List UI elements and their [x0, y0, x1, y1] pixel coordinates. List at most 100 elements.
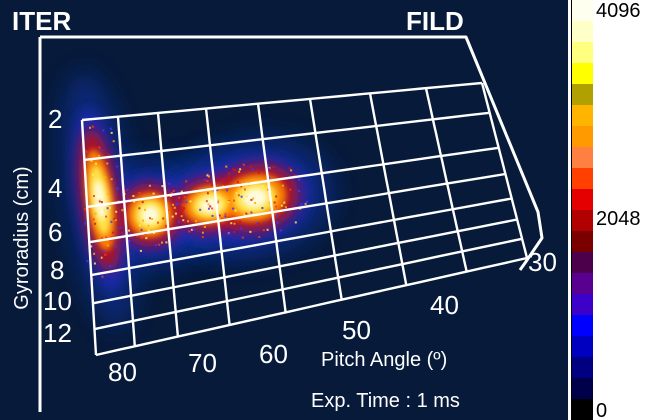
speckle-162	[85, 150, 88, 153]
speckle-16	[207, 207, 210, 210]
speckle-201	[114, 245, 117, 248]
speckle-83	[276, 214, 278, 217]
speckle-73	[268, 167, 270, 170]
speckle-55	[95, 162, 97, 165]
speckle-70	[169, 225, 172, 228]
pitch-line-6	[368, 93, 408, 286]
speckle-190	[100, 148, 103, 151]
speckle-86	[91, 173, 94, 176]
speckle-94	[268, 201, 271, 204]
speckle-37	[232, 207, 235, 210]
speckle-138	[189, 200, 192, 203]
speckle-200	[205, 200, 208, 203]
speckle-72	[101, 275, 104, 278]
colorbar-mid-label: 2048	[596, 208, 641, 230]
pitch-tick-70: 70	[188, 348, 217, 378]
speckle-9	[139, 249, 142, 252]
speckle-230	[158, 243, 161, 246]
speckle-233	[250, 211, 253, 214]
speckle-205	[276, 221, 279, 224]
speckle-191	[94, 212, 97, 215]
speckle-165	[206, 192, 209, 195]
speckle-252	[86, 260, 89, 263]
speckle-146	[240, 195, 243, 198]
gyroradius-tick-6: 6	[48, 217, 63, 247]
speckle-182	[181, 209, 184, 212]
colorbar-max-label: 4096	[596, 0, 641, 22]
speckle-240	[250, 165, 253, 168]
scintillator-frame: ITER FILD Gyroradius (cm) 2 4 6 8 10 12 …	[0, 0, 568, 420]
speckle-130	[90, 159, 93, 162]
speckle-259	[107, 153, 110, 156]
speckle-176	[104, 210, 107, 213]
speckle-186	[207, 203, 210, 206]
speckle-220	[211, 207, 214, 210]
speckle-104	[157, 221, 159, 224]
speckle-198	[203, 226, 206, 228]
gyroradius-tick-10: 10	[43, 286, 72, 316]
speckle-48	[97, 154, 100, 157]
gyroradius-line-5	[92, 218, 518, 305]
speckle-79	[109, 239, 112, 242]
pitch-line-4	[256, 103, 287, 313]
speckle-206	[116, 165, 119, 168]
speckle-145	[225, 165, 228, 168]
pitch-line-5	[308, 98, 343, 300]
speckle-45	[165, 241, 168, 244]
speckle-29	[98, 200, 101, 203]
speckle-251	[94, 222, 97, 225]
speckle-222	[251, 168, 254, 171]
speckle-91	[211, 214, 214, 217]
speckle-202	[172, 190, 175, 192]
pitch-line-1	[116, 116, 136, 347]
speckle-247	[227, 177, 230, 179]
speckle-179	[222, 194, 225, 197]
speckle-106	[100, 201, 103, 204]
speckle-28	[258, 222, 260, 225]
speckle-44	[289, 188, 292, 191]
speckle-4	[244, 213, 247, 216]
signal-blob-3-layer-5	[242, 188, 268, 208]
speckle-115	[201, 231, 204, 234]
gyroradius-tick-8: 8	[50, 255, 65, 285]
speckle-109	[266, 228, 269, 231]
speckle-232	[304, 202, 307, 205]
speckle-34	[162, 217, 165, 220]
speckle-131	[106, 162, 109, 165]
speckle-221	[250, 198, 253, 201]
speckle-154	[144, 208, 146, 211]
speckle-93	[218, 214, 221, 217]
speckle-74	[171, 215, 174, 218]
speckle-102	[261, 207, 264, 209]
speckle-69	[113, 218, 116, 220]
speckle-189	[236, 181, 239, 184]
speckle-144	[183, 196, 186, 199]
speckle-60	[110, 220, 113, 223]
speckle-226	[89, 126, 91, 129]
speckle-229	[110, 131, 113, 134]
speckle-157	[240, 227, 243, 230]
pitch-line-7	[424, 87, 468, 272]
speckle-40	[191, 228, 193, 231]
speckle-177	[102, 250, 105, 253]
speckle-242	[128, 240, 131, 243]
gyroradius-tick-4: 4	[48, 173, 63, 203]
gyroradius-tick-2: 2	[48, 104, 63, 134]
speckle-22	[262, 229, 265, 232]
speckle-14	[145, 237, 148, 240]
speckle-180	[182, 219, 185, 222]
speckle-133	[176, 191, 179, 194]
speckle-245	[148, 184, 151, 187]
speckle-15	[121, 209, 124, 212]
speckle-53	[105, 215, 108, 218]
speckle-194	[84, 222, 87, 225]
speckle-199	[151, 218, 154, 220]
pitch-line-0	[80, 119, 98, 356]
speckle-158	[109, 127, 112, 130]
speckle-51	[300, 203, 303, 206]
speckle-1	[185, 201, 188, 204]
speckle-101	[298, 190, 300, 192]
speckle-209	[227, 172, 230, 175]
speckle-140	[233, 199, 236, 202]
